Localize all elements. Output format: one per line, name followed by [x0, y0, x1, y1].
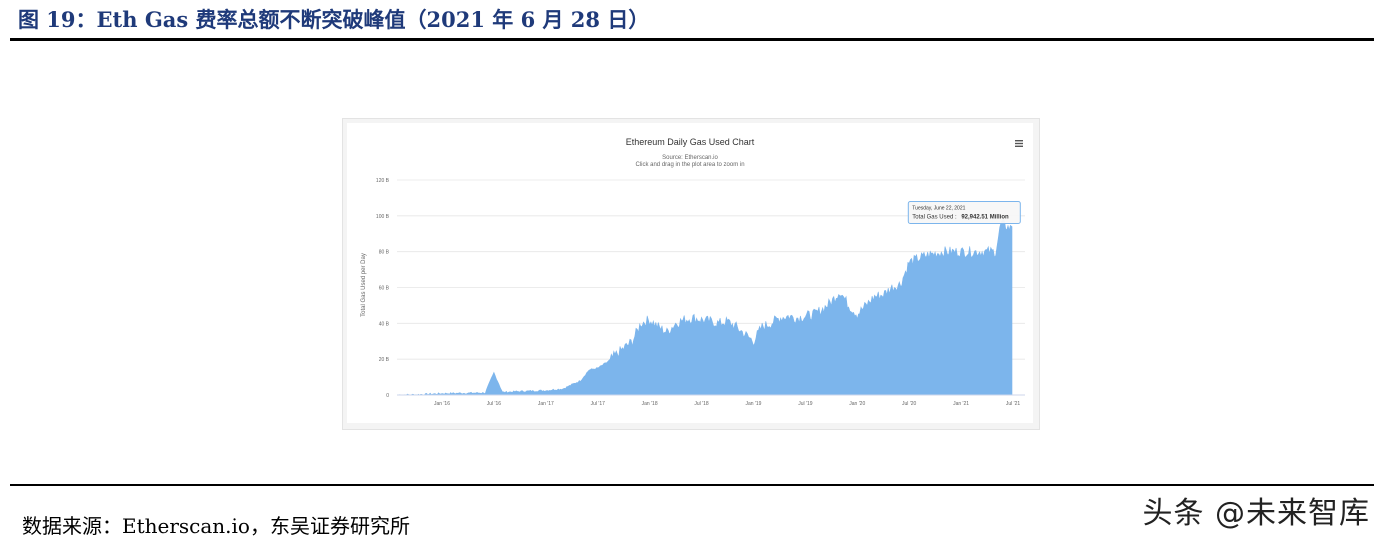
x-tick-label: Jul '19	[798, 401, 813, 407]
x-tick-label: Jan '21	[953, 401, 969, 407]
y-tick-label: 120 B	[376, 178, 390, 184]
y-tick-label: 40 B	[379, 321, 390, 327]
chart-zoom-hint: Click and drag in the plot area to zoom …	[635, 162, 744, 168]
x-tick-label: Jul '17	[591, 401, 606, 407]
y-tick-label: 0	[386, 393, 389, 399]
y-tick-label: 100 B	[376, 214, 390, 220]
x-tick-label: Jan '20	[849, 401, 865, 407]
top-rule	[10, 38, 1374, 41]
gas-used-chart[interactable]: Ethereum Daily Gas Used Chart Source: Et…	[347, 123, 1033, 423]
x-tick-label: Jan '17	[538, 401, 554, 407]
x-tick-label: Jul '16	[487, 401, 502, 407]
tooltip-line: Total Gas Used : 92,942.51 Million	[912, 215, 1009, 221]
gas-used-area-series[interactable]	[398, 218, 1013, 396]
x-tick-label: Jul '21	[1006, 401, 1021, 407]
tooltip-value: 92,942.51 Million	[961, 215, 1009, 221]
y-axis-label: Total Gas Used per Day	[361, 253, 367, 317]
source-note: 数据来源：Etherscan.io，东吴证券研究所	[22, 514, 410, 538]
hamburger-menu-icon[interactable]	[1015, 140, 1023, 147]
chart-subtitle: Source: Etherscan.io	[662, 155, 718, 161]
tooltip-date: Tuesday, June 22, 2021	[912, 206, 965, 212]
chart-frame: Ethereum Daily Gas Used Chart Source: Et…	[342, 118, 1040, 430]
y-tick-label: 60 B	[379, 286, 390, 292]
chart-title: Ethereum Daily Gas Used Chart	[626, 137, 755, 147]
x-tick-label: Jul '20	[902, 401, 917, 407]
figure-title: 图 19：Eth Gas 费率总额不断突破峰值（2021 年 6 月 28 日）	[18, 7, 650, 32]
x-tick-label: Jan '16	[434, 401, 450, 407]
chart-tooltip: Tuesday, June 22, 2021 Total Gas Used : …	[907, 201, 1021, 224]
y-tick-label: 20 B	[379, 357, 390, 363]
bottom-rule	[10, 484, 1374, 486]
watermark: 头条 @未来智库	[1142, 496, 1370, 531]
tooltip-box	[907, 201, 1021, 224]
tooltip-label: Total Gas Used :	[912, 215, 957, 221]
x-tick-label: Jan '18	[642, 401, 658, 407]
x-tick-label: Jan '19	[745, 401, 761, 407]
y-tick-label: 80 B	[379, 250, 390, 256]
x-tick-label: Jul '18	[694, 401, 709, 407]
chart-panel: Ethereum Daily Gas Used Chart Source: Et…	[347, 123, 1033, 423]
